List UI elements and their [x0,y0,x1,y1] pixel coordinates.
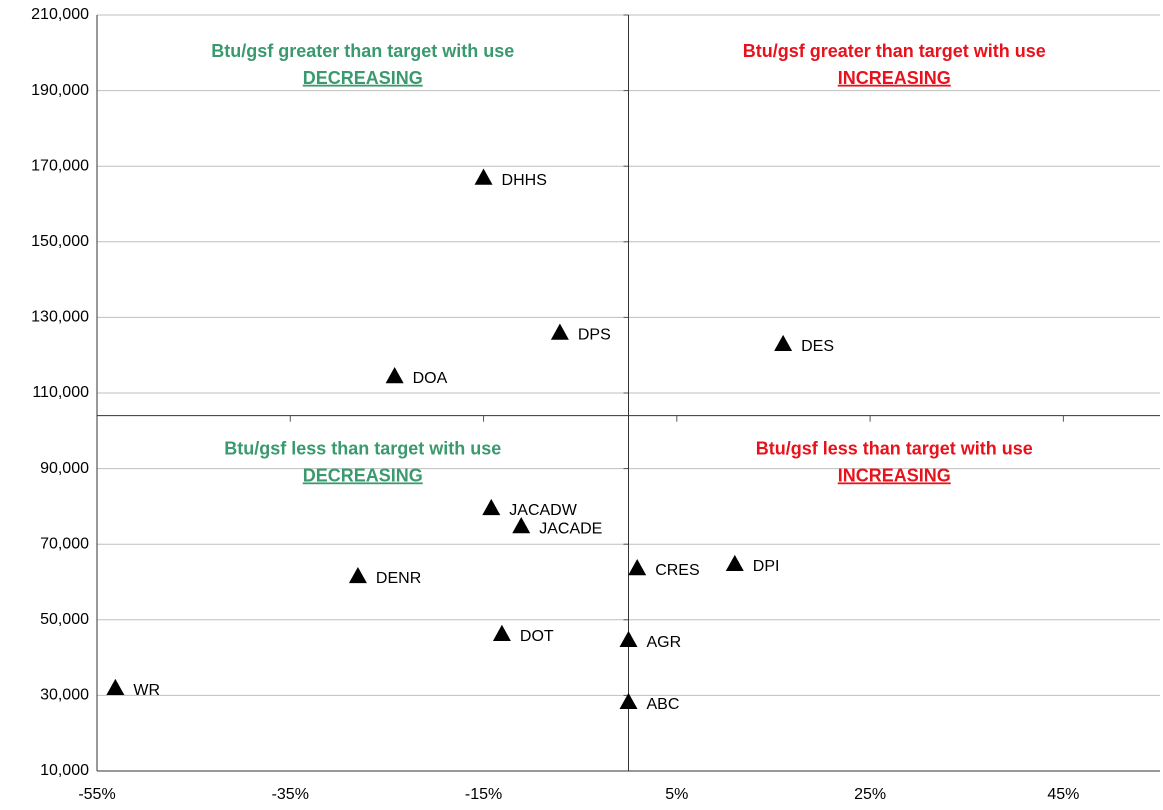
quadrant-label: Btu/gsf greater than target with use [743,41,1046,61]
point-label: JACADE [539,520,602,537]
point-label: DOT [520,628,554,645]
point-label: DOA [413,370,448,387]
y-tick-label: 10,000 [40,762,89,779]
y-tick-label: 30,000 [40,687,89,704]
point-label: ABC [647,696,680,713]
point [106,678,125,696]
y-tick-label: 150,000 [31,233,89,250]
point-label: DPI [753,558,780,575]
quadrant-trend: DECREASING [303,68,423,88]
point-label: DPS [578,327,611,344]
quadrant-trend: INCREASING [838,465,951,485]
y-tick-label: 110,000 [32,384,89,401]
x-tick-label: -35% [272,786,309,803]
quadrant-label: Btu/gsf greater than target with use [211,41,514,61]
x-tick-label: -55% [78,786,115,803]
point-label: CRES [655,562,699,579]
point [512,517,531,534]
point [550,323,569,340]
quadrant-trend: INCREASING [838,68,951,88]
x-tick-label: -15% [465,786,502,803]
y-tick-label: 210,000 [31,6,89,23]
point [348,566,367,584]
point [492,624,511,641]
point [385,366,404,384]
y-tick-label: 130,000 [31,309,89,326]
y-tick-label: 170,000 [31,157,89,174]
x-tick-label: 45% [1047,786,1079,803]
quadrant-label: Btu/gsf less than target with use [756,438,1033,458]
y-tick-label: 70,000 [40,535,89,552]
point [619,692,638,710]
point-label: DES [801,338,834,355]
x-tick-label: 5% [665,786,688,803]
point [725,554,744,572]
point-label: DHHS [502,172,547,189]
point-label: JACADW [509,502,577,519]
point-label: DENR [376,570,421,587]
quadrant-trend: DECREASING [303,465,423,485]
x-tick-label: 25% [854,786,886,803]
point-label: AGR [647,634,682,651]
point [628,559,647,576]
point [619,630,638,648]
point [482,498,501,516]
y-tick-label: 50,000 [40,611,89,628]
point [474,168,493,185]
point-label: WR [133,682,160,699]
y-tick-label: 190,000 [31,82,89,99]
quadrant-label: Btu/gsf less than target with use [224,438,501,458]
point [774,334,793,352]
y-tick-label: 90,000 [40,460,89,477]
